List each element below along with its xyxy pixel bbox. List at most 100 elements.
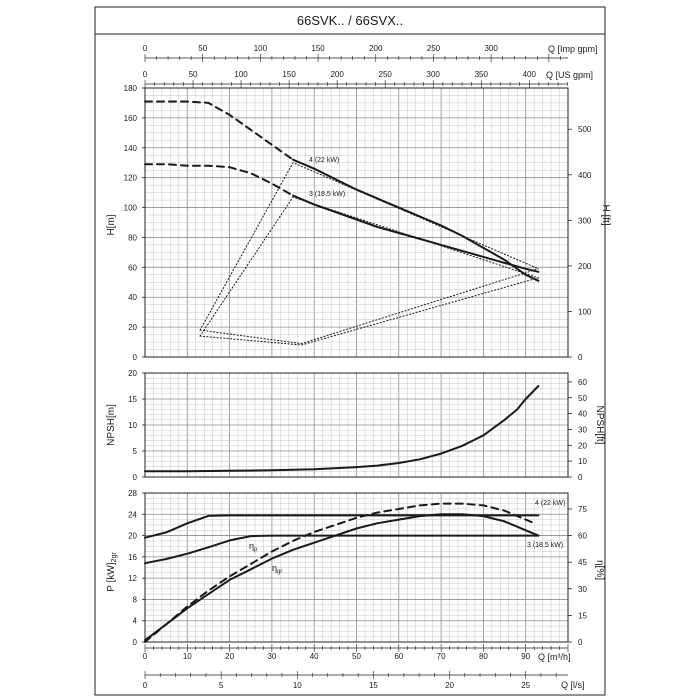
curve-3-18-5-kw--solid bbox=[144, 534, 540, 565]
head-panel-frame bbox=[144, 87, 569, 358]
y-tick-label: 20 bbox=[128, 323, 137, 332]
axis-tick-label: 90 bbox=[521, 652, 530, 661]
y-tick-label: 20 bbox=[128, 532, 137, 541]
y-tick-label: 160 bbox=[124, 114, 138, 123]
power-y-ticks: 0 4 8 12 16 20 24 28 bbox=[128, 489, 145, 647]
y-tick-label-right: 100 bbox=[578, 307, 592, 316]
curve-4-22-kw--solid bbox=[292, 158, 540, 282]
axis-tick-label: 200 bbox=[330, 70, 344, 79]
axis-tick-label: 150 bbox=[311, 44, 325, 53]
axis-tick-label: 350 bbox=[475, 70, 489, 79]
head-y-ticks: 0 20 40 60 80 100 120 140 160 180 bbox=[124, 84, 145, 362]
eta-p-label: ηp bbox=[249, 541, 258, 553]
axis-tick-label: 30 bbox=[267, 652, 276, 661]
y-tick-label: 5 bbox=[133, 447, 138, 456]
axis-tick-label: 100 bbox=[234, 70, 248, 79]
curve-label-4-head: 4 (22 kW) bbox=[309, 157, 339, 164]
axis-tick-label: 100 bbox=[254, 44, 268, 53]
axis-tick-label: 0 bbox=[143, 70, 148, 79]
y-tick-label: 12 bbox=[128, 574, 137, 583]
eta-gr-label: ηgr bbox=[272, 563, 282, 575]
y-tick-label-right: 0 bbox=[578, 353, 583, 362]
power-ylabel-main: P [kW] bbox=[106, 562, 117, 591]
axis-tick-label: 300 bbox=[484, 44, 498, 53]
bottom-axis: 0 10 20 30 40 50 60 70 80 90 Q [m³/h] 0 5 10 15 20 25 … bbox=[143, 644, 585, 690]
axis-tick-label: 150 bbox=[282, 70, 296, 79]
curve-label-3-head: 3 (18,5 kW) bbox=[309, 191, 345, 198]
grid-lines bbox=[145, 88, 568, 642]
axis-tick-label: 10 bbox=[293, 681, 302, 690]
axis-tick-label: 15 bbox=[369, 681, 378, 690]
y-tick-label: 4 bbox=[133, 617, 138, 626]
curve-label-4-power: 4 (22 kW) bbox=[535, 500, 565, 507]
y-tick-label-right: 300 bbox=[578, 216, 592, 225]
npsh-curves bbox=[144, 385, 540, 473]
y-tick-label: 24 bbox=[128, 510, 137, 519]
axis-tick-label: 5 bbox=[219, 681, 224, 690]
y-tick-label-right: 500 bbox=[578, 125, 592, 134]
axis-tick-label: 0 bbox=[143, 652, 148, 661]
axis-tick-label: 250 bbox=[427, 44, 441, 53]
axis-tick-label: 25 bbox=[521, 681, 530, 690]
axis-tick-label: 400 bbox=[523, 70, 537, 79]
y-tick-label: 60 bbox=[128, 263, 137, 272]
eta-gr-sub: gr bbox=[277, 569, 282, 575]
y-tick-label: 0 bbox=[133, 353, 138, 362]
head-curves bbox=[144, 100, 540, 346]
axis-tick-label: 20 bbox=[445, 681, 454, 690]
axis-tick-label: 300 bbox=[427, 70, 441, 79]
axis-tick-label: 50 bbox=[352, 652, 361, 661]
axis-tick-label: 20 bbox=[225, 652, 234, 661]
axis-tick-label: 60 bbox=[394, 652, 403, 661]
top-axis: 0 50 100 150 200 250 300 Q [Imp gpm] 0 50 100 150… bbox=[143, 44, 598, 88]
curve-dotted bbox=[199, 277, 539, 346]
axis-tick-label: 0 bbox=[143, 44, 148, 53]
curve--p-solid bbox=[144, 513, 540, 642]
power-ylabel: P [kW]2gr bbox=[106, 552, 118, 592]
power-panel-frame bbox=[144, 492, 569, 643]
eta-p-main: η bbox=[249, 541, 254, 551]
curve-dotted bbox=[199, 268, 539, 345]
power-panel: 0 4 8 12 16 20 24 28 0 15 30 45 60 75 P [kW]2gr η[%]… bbox=[106, 489, 605, 647]
y-tick-label: 10 bbox=[128, 421, 137, 430]
axis-tick-label: 10 bbox=[183, 652, 192, 661]
curve-solid bbox=[144, 385, 540, 473]
axis-tick-label: 250 bbox=[379, 70, 393, 79]
power-ylabel-right: η[%] bbox=[594, 560, 605, 580]
power-ylabel-sub: 2gr bbox=[111, 552, 118, 563]
y-tick-label: 15 bbox=[128, 395, 137, 404]
axis-tick-label: 70 bbox=[437, 652, 446, 661]
y-tick-label: 0 bbox=[133, 638, 138, 647]
head-ylabel: H[m] bbox=[106, 214, 117, 235]
y-tick-label-right: 20 bbox=[578, 441, 587, 450]
y-tick-label-right: 60 bbox=[578, 532, 587, 541]
us-gpm-ticks: 0 50 100 150 200 250 300 350 400 bbox=[143, 70, 569, 88]
npsh-ylabel-right: NPSH[ft] bbox=[594, 406, 605, 445]
y-tick-label-right: 75 bbox=[578, 505, 587, 514]
axis-tick-label: 200 bbox=[369, 44, 383, 53]
curve-dotted bbox=[199, 196, 539, 337]
axis-tick-label: 80 bbox=[479, 652, 488, 661]
npsh-y-ticks: 0 5 10 15 20 bbox=[128, 369, 145, 482]
y-tick-label-right: 200 bbox=[578, 262, 592, 271]
head-y-ticks-right: 0 100 200 300 400 500 bbox=[568, 125, 592, 362]
y-tick-label: 180 bbox=[124, 84, 138, 93]
m3h-label: Q [m³/h] bbox=[538, 652, 571, 662]
imp-gpm-ticks: 0 50 100 150 200 250 300 bbox=[143, 44, 568, 62]
axis-tick-label: 50 bbox=[198, 44, 207, 53]
head-ylabel-right: H [ft] bbox=[600, 204, 611, 225]
curve-label-3-power: 3 (18,5 kW) bbox=[527, 542, 563, 549]
y-tick-label-right: 0 bbox=[578, 473, 583, 482]
us-gpm-label: Q [US gpm] bbox=[546, 70, 593, 80]
chart-title: 66SVK.. / 66SVX.. bbox=[297, 13, 403, 28]
y-tick-label-right: 60 bbox=[578, 378, 587, 387]
eta-gr-main: η bbox=[272, 563, 277, 573]
m3h-ticks: 0 10 20 30 40 50 60 70 80 90 bbox=[143, 644, 569, 661]
npsh-ylabel: NPSH[m] bbox=[106, 404, 117, 446]
y-tick-label: 16 bbox=[128, 553, 137, 562]
outer-frame bbox=[94, 6, 606, 696]
head-panel: 0 20 40 60 80 100 120 140 160 180 0 100 200 300 400 50… bbox=[106, 84, 611, 362]
y-tick-label-right: 10 bbox=[578, 457, 587, 466]
curve-dotted bbox=[199, 162, 539, 331]
curve-3-18-5-kw--dashed bbox=[144, 163, 294, 197]
